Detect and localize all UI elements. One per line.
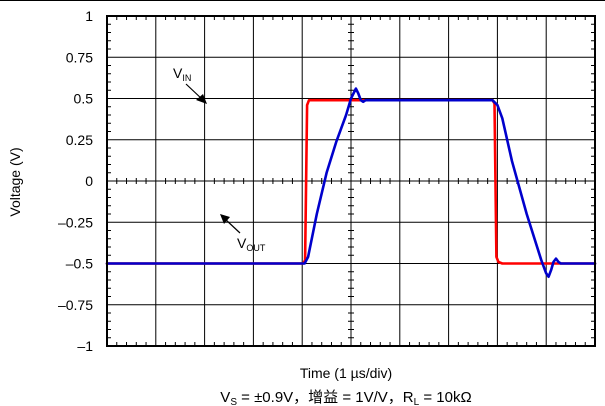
vout-annotation-sub: OUT bbox=[246, 243, 266, 253]
vin-annotation-main: V bbox=[173, 65, 183, 81]
y-tick-label: –0.75 bbox=[58, 297, 93, 313]
y-tick-label: –0.25 bbox=[58, 214, 93, 230]
grid bbox=[107, 16, 595, 346]
vin-annotation: VIN bbox=[173, 65, 191, 83]
y-tick-label: –1 bbox=[77, 338, 93, 354]
vout-arrow bbox=[224, 218, 241, 234]
y-tick-label: 0.5 bbox=[74, 91, 94, 107]
series-line-vout bbox=[105, 87, 597, 279]
vin-annotation-sub: IN bbox=[182, 73, 191, 83]
vout-annotation-main: V bbox=[237, 235, 247, 251]
x-axis-label: Time (1 µs/div) bbox=[300, 365, 392, 381]
y-tick-label: 0.25 bbox=[66, 132, 93, 148]
y-tick-label: 0 bbox=[85, 173, 93, 189]
vout-arrowhead bbox=[220, 214, 230, 224]
y-axis-label: Voltage (V) bbox=[7, 147, 23, 216]
y-tick-label: 0.75 bbox=[66, 49, 93, 65]
y-tick-label: 1 bbox=[85, 8, 93, 24]
y-tick-label: –0.5 bbox=[66, 256, 93, 272]
plot-frame bbox=[106, 15, 596, 347]
vin-arrowhead bbox=[196, 94, 207, 104]
series-group bbox=[105, 87, 597, 279]
test-conditions-caption: VS = ±0.9V，增益 = 1V/V，RL = 10kΩ bbox=[220, 389, 471, 406]
vout-annotation: VOUT bbox=[237, 235, 266, 253]
y-tick-labels: 1 0.75 0.5 0.25 0 –0.25 –0.5 –0.75 –1 bbox=[58, 8, 93, 354]
